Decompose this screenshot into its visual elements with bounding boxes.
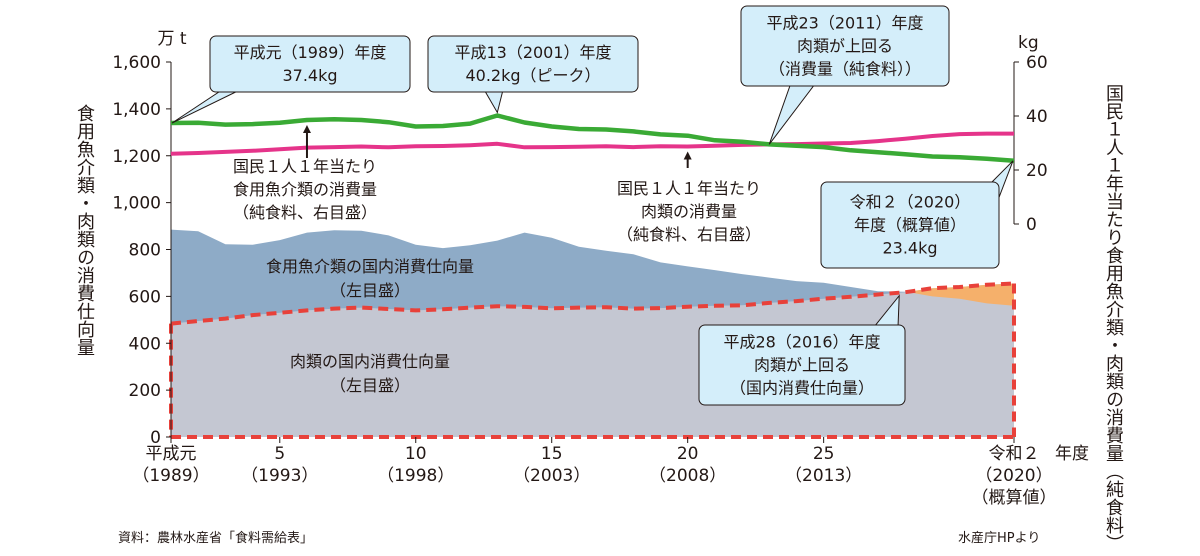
callout-2020-text: 年度（概算値） <box>854 216 966 235</box>
right-axis-unit: kg <box>1018 33 1039 53</box>
x-axis-tick-label: 15 <box>541 444 563 464</box>
meat-area-label: （左目盛） <box>330 376 410 395</box>
left-axis-unit: 万 t <box>157 29 186 49</box>
left-axis-tick-label: 1,000 <box>112 194 161 214</box>
left-axis-tick-label: 1,400 <box>112 100 161 120</box>
callout-2020-text: 令和２（2020） <box>850 193 971 212</box>
callout-layer: 平成元（1989）年度 37.4kg 平成13（2001）年度 40.2kg（ピーク）… <box>171 5 1014 406</box>
callout-2011-text: 肉類が上回る <box>797 37 893 56</box>
line-layer <box>170 113 1015 168</box>
x-axis-unit: 年度 <box>1055 444 1089 464</box>
callout-2016-text: 肉類が上回る <box>754 356 850 375</box>
meat-area-label: 肉類の国内消費仕向量 <box>290 352 450 371</box>
fish-per-capita-label: （純食料、右目盛） <box>233 203 377 222</box>
callout-2011-box <box>740 5 950 87</box>
x-axis-tick-label: （2008） <box>649 466 726 486</box>
meat-per-capita-label: 国民１人１年当たり <box>617 179 761 198</box>
left-axis-tick-label: 1,600 <box>112 53 161 73</box>
x-axis-tick-label: （1998） <box>377 466 454 486</box>
meat-surplus-area <box>906 283 1014 306</box>
left-axis-tick-label: 600 <box>129 287 161 307</box>
callout-2016-text: （国内消費仕向量） <box>730 379 874 398</box>
x-axis-tick-label: 25 <box>813 444 835 464</box>
source-note: 資料：農林水産省「食料需給表」 <box>118 531 314 546</box>
x-axis-tick-label: 5 <box>274 444 285 464</box>
x-axis-tick-label: （2020） <box>975 466 1052 486</box>
callout-2011-text: （消費量（純食料）） <box>769 60 921 79</box>
callout-1989-text: 平成元（1989）年度 <box>234 43 387 62</box>
x-axis-tick-label: （1989） <box>132 466 209 486</box>
left-axis-title: 食用魚介類・肉類の消費仕向量 <box>74 104 95 356</box>
credit-note: 水産庁HPより <box>958 531 1041 546</box>
right-axis-tick-label: 0 <box>1026 215 1037 235</box>
left-axis-tick-label: 800 <box>129 241 161 261</box>
callout-2011-text: 平成23（2011）年度 <box>766 14 923 33</box>
right-axis-tick-label: 40 <box>1026 107 1048 127</box>
callout-2001-text: 平成13（2001）年度 <box>454 43 611 62</box>
right-axis-tick-label: 20 <box>1026 161 1048 181</box>
fish-area-label: （左目盛） <box>330 281 410 300</box>
axes-layer: 0 200 400 600 800 1,000 1,200 1,400 1,600 万 t 0 20 4… <box>112 29 1089 508</box>
x-axis-tick-label: 平成元 <box>146 444 197 464</box>
fish-per-capita-line <box>170 113 1015 164</box>
meat-area-border-top <box>170 281 1015 326</box>
callout-2001-text: 40.2kg（ピーク） <box>465 66 600 85</box>
right-axis-tick-label: 60 <box>1026 53 1048 73</box>
meat-per-capita-label: （純食料、右目盛） <box>617 225 761 244</box>
callout-2016-box <box>698 324 906 406</box>
callout-1989-box <box>209 35 411 93</box>
meat-per-capita-label: 肉類の消費量 <box>641 202 737 221</box>
x-axis-tick-label: 20 <box>677 444 699 464</box>
callout-2016-text: 平成28（2016）年度 <box>723 333 880 352</box>
left-axis-tick-label: 1,200 <box>112 147 161 167</box>
callout-2020-text: 23.4kg <box>882 239 937 258</box>
x-axis-tick-label: （1993） <box>241 466 318 486</box>
fish-line-pointer-head <box>302 125 311 134</box>
callout-2020-box <box>820 181 1000 269</box>
x-axis-tick-label: （概算値） <box>972 488 1057 508</box>
fish-area-label: 食用魚介類の国内消費仕向量 <box>266 257 474 276</box>
x-axis-tick-label: （2003） <box>513 466 590 486</box>
x-axis-tick-label: 令和２ <box>989 444 1040 464</box>
right-axis-title: 国民１人１年当たり食用魚介類・肉類の消費量（純食料） <box>1103 84 1124 552</box>
fish-per-capita-label: 食用魚介類の消費量 <box>233 180 377 199</box>
label-layer: 食用魚介類の国内消費仕向量 （左目盛） 肉類の国内消費仕向量 （左目盛） 国民１人１年当… <box>233 157 761 395</box>
left-axis-tick-label: 400 <box>129 334 161 354</box>
callout-2001-box <box>427 35 639 93</box>
x-axis-tick-label: （2013） <box>785 466 862 486</box>
left-axis-tick-label: 0 <box>150 428 161 448</box>
x-axis-tick-label: 10 <box>405 444 427 464</box>
meat-per-capita-line <box>170 131 1014 156</box>
meat-line-pointer-head <box>683 151 692 160</box>
fish-per-capita-label: 国民１人１年当たり <box>233 157 377 176</box>
callout-2011-tail <box>768 79 820 145</box>
left-axis-tick-label: 200 <box>129 381 161 401</box>
callout-1989-text: 37.4kg <box>282 66 337 85</box>
